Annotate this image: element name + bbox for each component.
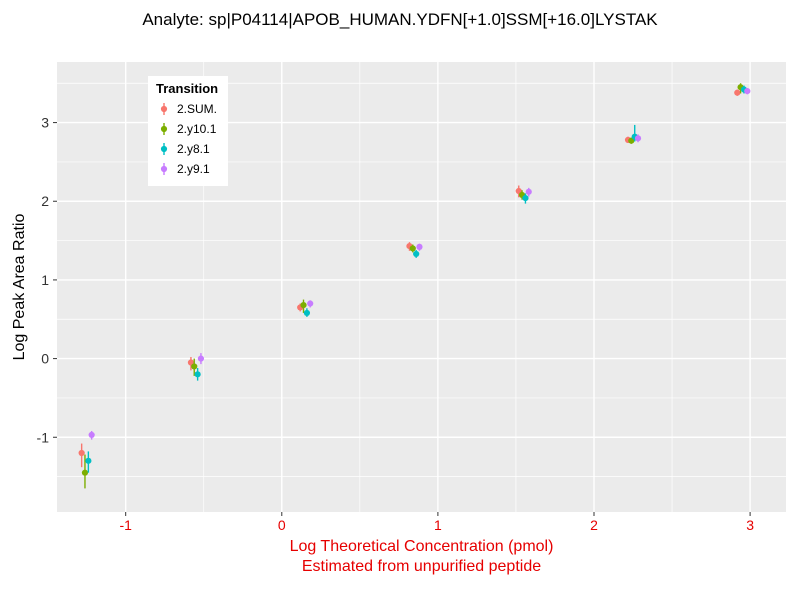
data-point [525, 188, 532, 195]
data-point [634, 135, 642, 142]
x-tick-label: 0 [278, 517, 286, 533]
legend-label: 2.y8.1 [177, 142, 210, 156]
data-point [194, 371, 201, 378]
y-tick-label: 0 [41, 351, 49, 367]
data-point [522, 195, 529, 202]
y-tick-label: -1 [37, 429, 50, 445]
legend-item: 2.SUM. [156, 99, 218, 119]
data-point [191, 363, 198, 370]
legend-item: 2.y8.1 [156, 139, 218, 159]
legend-title: Transition [156, 81, 219, 96]
data-point [197, 355, 205, 362]
legend-label: 2.SUM. [177, 102, 218, 116]
legend-label: 2.y10.1 [177, 122, 217, 136]
y-tick-label: 2 [41, 193, 49, 209]
x-tick-label: 3 [746, 517, 754, 533]
data-point [416, 243, 423, 250]
x-tick-label: 1 [434, 517, 442, 533]
legend-pointrange-icon [160, 103, 168, 115]
legend-item: 2.y9.1 [156, 159, 218, 179]
y-tick-label: 3 [41, 115, 49, 131]
data-point [88, 431, 95, 439]
data-point [81, 469, 89, 476]
legend-pointrange-icon [160, 163, 168, 175]
data-point [85, 457, 92, 464]
data-point [78, 449, 85, 457]
data-point [744, 88, 751, 95]
y-tick-label: 1 [41, 272, 49, 288]
data-point [307, 300, 314, 307]
legend-item: 2.y10.1 [156, 119, 218, 139]
data-point [300, 301, 307, 309]
legend-pointrange-icon [160, 143, 168, 155]
x-axis-label-line1: Log Theoretical Concentration (pmol) [289, 538, 554, 555]
x-tick-label: -1 [119, 517, 132, 533]
x-axis-label-line2: Estimated from unpurified peptide [301, 558, 542, 575]
x-tick-label: 2 [590, 517, 598, 533]
chart-title: Analyte: sp|P04114|APOB_HUMAN.YDFN[+1.0]… [142, 10, 658, 29]
data-point [734, 89, 741, 96]
legend-label: 2.y9.1 [177, 162, 210, 176]
data-point [409, 245, 416, 252]
data-point [413, 250, 420, 258]
legend: Transition 2.SUM. 2.y10.1 2.y8.1 2.y9.1 [148, 76, 229, 186]
data-point [303, 309, 311, 317]
y-axis-label: Log Peak Area Ratio [11, 213, 28, 361]
legend-pointrange-icon [160, 123, 168, 135]
